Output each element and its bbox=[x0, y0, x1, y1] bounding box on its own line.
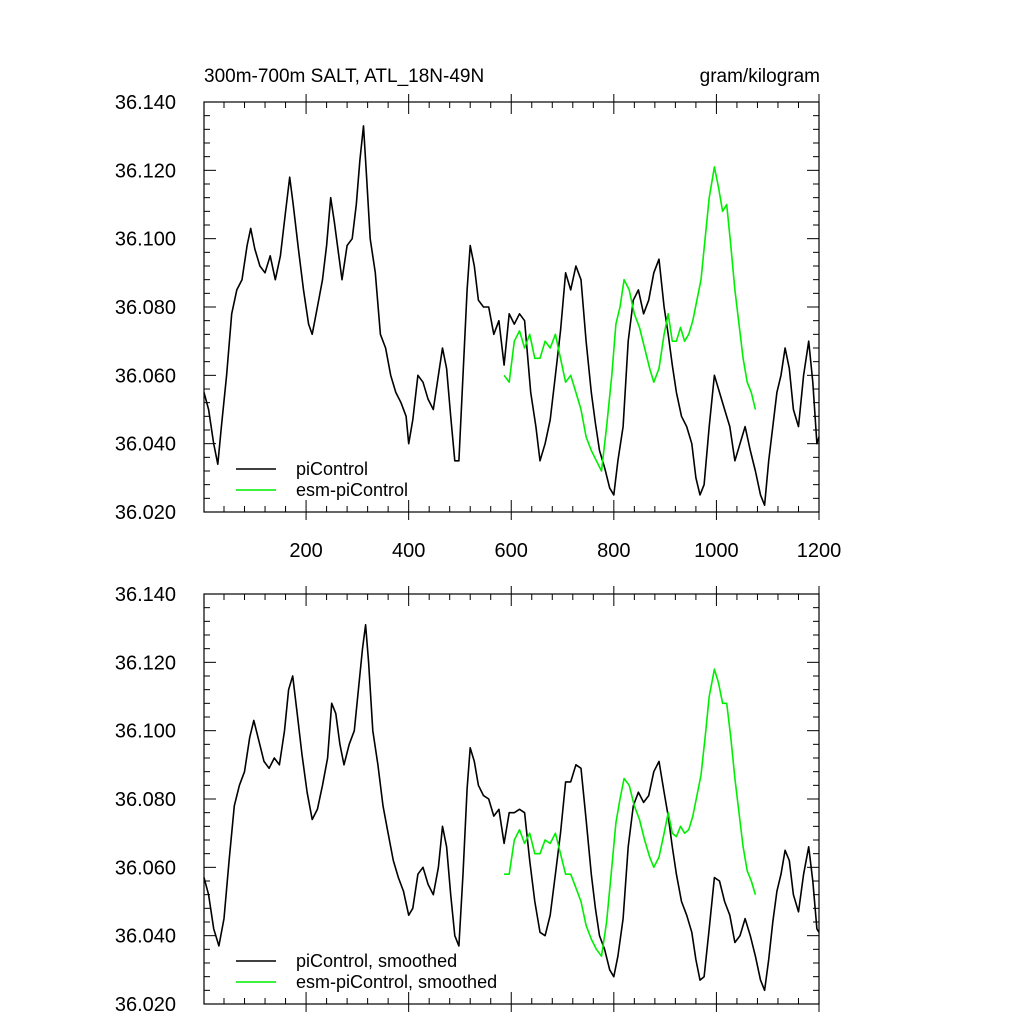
series-line-picontrol bbox=[203, 125, 820, 506]
series-line-esm-picontrol bbox=[503, 166, 757, 472]
units-label: gram/kilogram bbox=[700, 66, 820, 87]
legend-label-esm-picontrol: esm-piControl bbox=[296, 480, 408, 500]
y-tick-label: 36.060 bbox=[115, 365, 176, 387]
legend-label-picontrol: piControl bbox=[296, 459, 368, 479]
chart-title: 300m-700m SALT, ATL_18N-49N bbox=[204, 66, 484, 87]
upper-plot-ticks bbox=[204, 94, 820, 520]
y-tick-label: 36.140 bbox=[115, 92, 176, 114]
y-tick-label: 36.120 bbox=[115, 652, 176, 674]
lower-plot: 36.020 36.040 36.060 36.080 36.100 36.120 36.1… bbox=[115, 584, 820, 1016]
y-tick-label: 36.020 bbox=[115, 502, 176, 524]
upper-plot-frame bbox=[203, 101, 820, 513]
lower-plot-series bbox=[203, 624, 820, 992]
y-tick-label: 36.100 bbox=[115, 229, 176, 251]
y-tick-label: 36.100 bbox=[115, 721, 176, 743]
upper-plot-y-tick-labels: 36.020 36.040 36.060 36.080 36.100 36.120 36.1… bbox=[115, 92, 176, 524]
y-tick-label: 36.080 bbox=[115, 297, 176, 319]
y-tick-label: 36.040 bbox=[115, 926, 176, 948]
upper-plot-x-tick-labels: 200 400 600 800 1000 1200 bbox=[289, 540, 841, 562]
x-tick-label: 200 bbox=[289, 540, 322, 562]
legend-label-picontrol-smoothed: piControl, smoothed bbox=[296, 951, 457, 971]
y-tick-label: 36.140 bbox=[115, 584, 176, 606]
x-tick-label: 800 bbox=[597, 540, 630, 562]
series-line-esm-picontrol-smoothed bbox=[504, 668, 757, 957]
upper-legend: piControl esm-piControl bbox=[236, 459, 408, 500]
lower-plot-y-tick-labels: 36.020 36.040 36.060 36.080 36.100 36.120 36.1… bbox=[115, 584, 176, 1016]
x-tick-label: 400 bbox=[392, 540, 425, 562]
lower-plot-frame bbox=[203, 593, 820, 1005]
lower-plot-ticks bbox=[204, 586, 820, 1012]
y-tick-label: 36.040 bbox=[115, 434, 176, 456]
upper-plot-series bbox=[203, 125, 820, 506]
lower-legend: piControl, smoothed esm-piControl, smoot… bbox=[236, 951, 497, 992]
y-tick-label: 36.080 bbox=[115, 789, 176, 811]
y-tick-label: 36.020 bbox=[115, 994, 176, 1016]
series-line-picontrol-smoothed bbox=[203, 624, 820, 992]
legend-label-esm-picontrol-smoothed: esm-piControl, smoothed bbox=[296, 972, 497, 992]
upper-plot: 36.020 36.040 36.060 36.080 36.100 36.120 36.1… bbox=[115, 92, 841, 562]
y-tick-label: 36.120 bbox=[115, 160, 176, 182]
x-tick-label: 1000 bbox=[694, 540, 739, 562]
x-tick-label: 1200 bbox=[797, 540, 842, 562]
y-tick-label: 36.060 bbox=[115, 857, 176, 879]
x-tick-label: 600 bbox=[495, 540, 528, 562]
